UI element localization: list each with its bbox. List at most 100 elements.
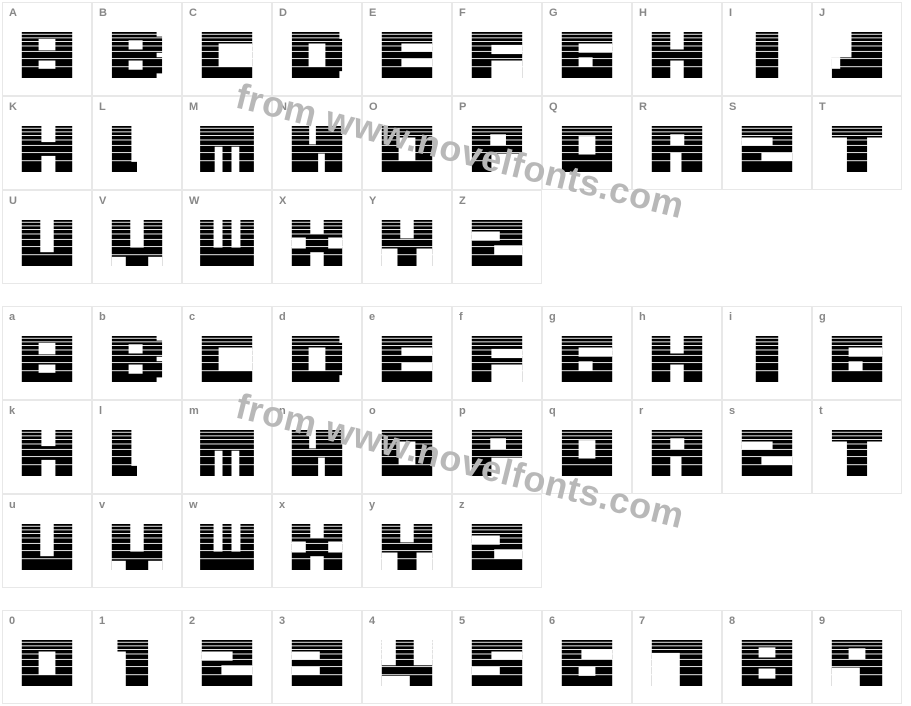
cell-label: J (819, 7, 825, 19)
glyph-cell: 1 (92, 610, 182, 704)
glyph-cell: A (2, 2, 92, 96)
cell-label: L (99, 101, 106, 113)
cell-label: o (369, 405, 376, 417)
glyph-cell: O (362, 96, 452, 190)
cell-label: T (819, 101, 826, 113)
glyph-cell: w (182, 494, 272, 588)
glyph (289, 640, 345, 686)
glyph (559, 430, 615, 476)
cell-label: Z (459, 195, 466, 207)
glyph (469, 524, 525, 570)
glyph-cell: 7 (632, 610, 722, 704)
glyph-cell: q (542, 400, 632, 494)
empty-cell (632, 494, 722, 588)
glyph (379, 640, 435, 686)
glyph (559, 640, 615, 686)
glyph-cell: g (812, 306, 902, 400)
glyph (109, 336, 165, 382)
glyph-cell: P (452, 96, 542, 190)
glyph-cell: V (92, 190, 182, 284)
glyph (19, 640, 75, 686)
glyph-cell: x (272, 494, 362, 588)
glyph-cell: b (92, 306, 182, 400)
glyph (739, 336, 795, 382)
glyph-cell: C (182, 2, 272, 96)
cell-label: r (639, 405, 643, 417)
cell-label: e (369, 311, 375, 323)
glyph (19, 336, 75, 382)
glyph-cell: h (632, 306, 722, 400)
grid-row: 0123456789 (2, 610, 909, 704)
cell-label: s (729, 405, 735, 417)
glyph (289, 32, 345, 78)
glyph-cell: y (362, 494, 452, 588)
cell-label: A (9, 7, 17, 19)
glyph-cell: T (812, 96, 902, 190)
glyph-cell: E (362, 2, 452, 96)
glyph (109, 430, 165, 476)
glyph-cell: a (2, 306, 92, 400)
glyph (469, 126, 525, 172)
glyph-cell: 9 (812, 610, 902, 704)
cell-label: E (369, 7, 376, 19)
glyph-cell: c (182, 306, 272, 400)
glyph-cell: n (272, 400, 362, 494)
cell-label: M (189, 101, 198, 113)
glyph (469, 336, 525, 382)
cell-label: G (549, 7, 558, 19)
glyph-cell: 4 (362, 610, 452, 704)
glyph-cell: k (2, 400, 92, 494)
glyph-cell: v (92, 494, 182, 588)
glyph (199, 336, 255, 382)
glyph (649, 32, 705, 78)
glyph (199, 220, 255, 266)
cell-label: Y (369, 195, 376, 207)
cell-label: w (189, 499, 198, 511)
cell-label: S (729, 101, 736, 113)
glyph-cell: R (632, 96, 722, 190)
glyph-cell: K (2, 96, 92, 190)
glyph (469, 430, 525, 476)
cell-label: Q (549, 101, 558, 113)
glyph (649, 126, 705, 172)
glyph (199, 32, 255, 78)
glyph (109, 220, 165, 266)
glyph (469, 220, 525, 266)
cell-label: y (369, 499, 375, 511)
cell-label: 2 (189, 615, 195, 627)
glyph (19, 220, 75, 266)
glyph (289, 126, 345, 172)
cell-label: k (9, 405, 15, 417)
cell-label: 7 (639, 615, 645, 627)
glyph-cell: e (362, 306, 452, 400)
grid-row: abcdefghig (2, 306, 909, 400)
cell-label: h (639, 311, 646, 323)
glyph-cell: t (812, 400, 902, 494)
glyph (739, 640, 795, 686)
cell-label: t (819, 405, 823, 417)
glyph (19, 430, 75, 476)
glyph-cell: X (272, 190, 362, 284)
character-map-grid: ABCDEFGHIJKLMNOPQRSTUVWXYZabcdefghigklmn… (0, 0, 911, 706)
glyph-cell: f (452, 306, 542, 400)
glyph-cell: z (452, 494, 542, 588)
glyph-cell: 8 (722, 610, 812, 704)
cell-label: D (279, 7, 287, 19)
cell-label: 9 (819, 615, 825, 627)
cell-label: x (279, 499, 285, 511)
glyph (109, 32, 165, 78)
glyph-cell: W (182, 190, 272, 284)
cell-label: I (729, 7, 732, 19)
cell-label: F (459, 7, 466, 19)
glyph-cell: Q (542, 96, 632, 190)
cell-label: g (549, 311, 556, 323)
cell-label: q (549, 405, 556, 417)
glyph (19, 126, 75, 172)
cell-label: N (279, 101, 287, 113)
empty-cell (632, 190, 722, 284)
cell-label: 3 (279, 615, 285, 627)
glyph (379, 524, 435, 570)
grid-row: uvwxyz (2, 494, 909, 588)
empty-cell (542, 190, 632, 284)
glyph (109, 524, 165, 570)
